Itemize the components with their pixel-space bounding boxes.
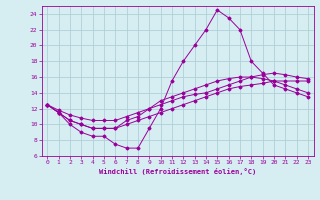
X-axis label: Windchill (Refroidissement éolien,°C): Windchill (Refroidissement éolien,°C): [99, 168, 256, 175]
